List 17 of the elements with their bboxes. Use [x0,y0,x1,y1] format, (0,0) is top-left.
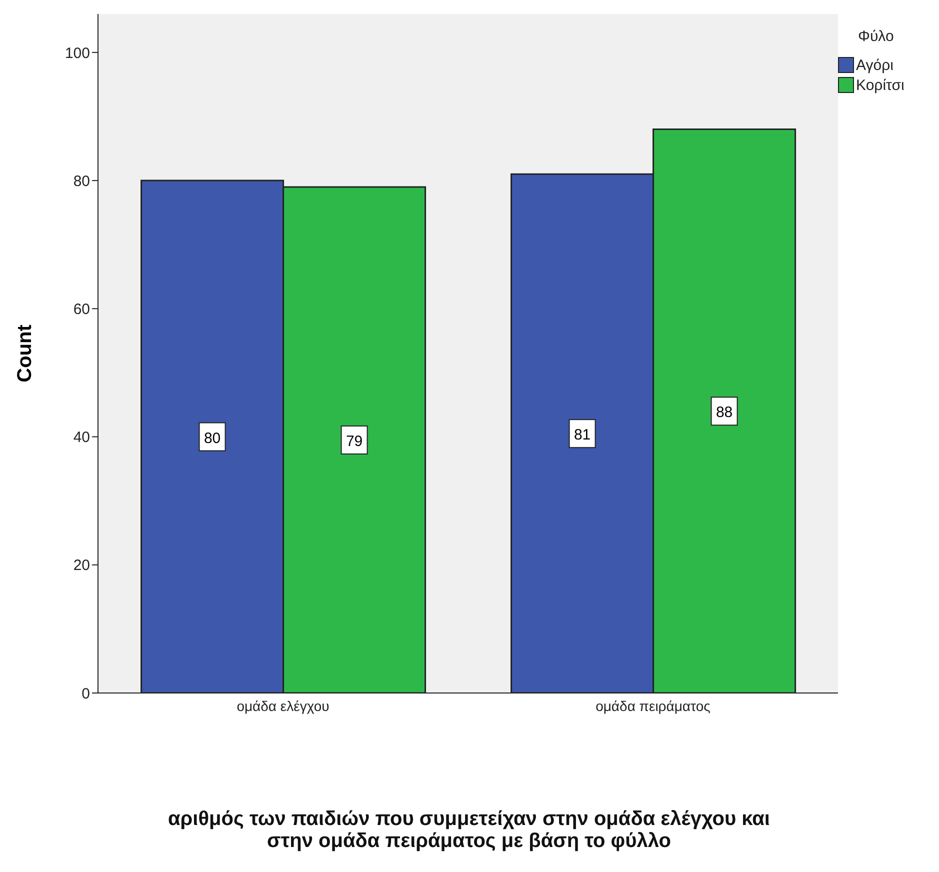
legend-title: Φύλο [858,28,895,45]
y-axis-title: Count [14,324,36,382]
y-tick-label: 0 [82,685,90,702]
data-label: 80 [204,430,221,447]
x-tick-label: ομάδα ελέγχου [236,698,330,714]
y-tick-label: 60 [73,300,90,318]
y-tick-label: 80 [73,172,90,190]
data-label: 79 [346,432,363,450]
data-label: 81 [574,426,591,444]
y-tick-label: 40 [73,429,90,446]
x-tick-label: ομάδα πειράματος [596,698,711,714]
data-label: 88 [716,404,733,422]
y-tick-label: 100 [64,44,90,62]
x-axis-title: αριθμός των παιδιών που συμμετείχαν στην ομάδα ελέγχου και στην ομάδα πειράματος με βάση το φύλλο [167,808,771,852]
legend-label: Αγόρι [856,56,894,74]
legend-label: Κορίτσι [856,76,904,94]
y-tick-label: 20 [73,557,90,574]
